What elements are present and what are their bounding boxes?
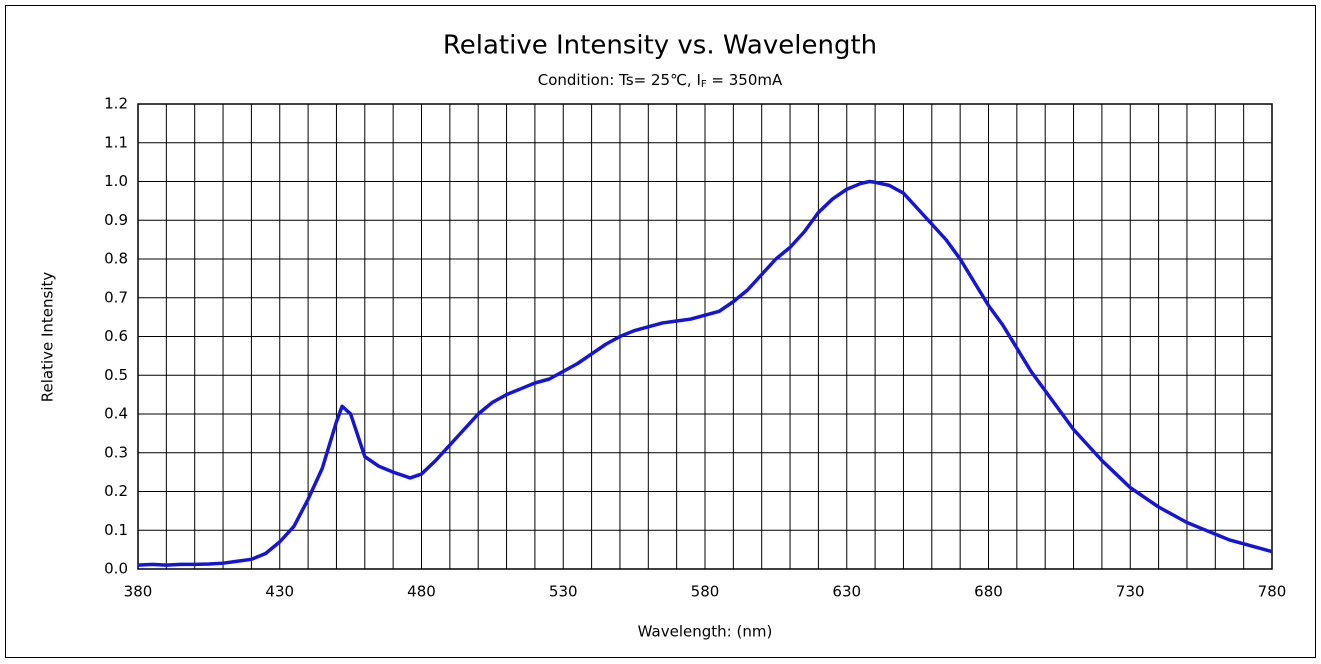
subtitle-subscript: F: [701, 79, 707, 90]
y-tick-label: 1.2: [104, 95, 128, 113]
x-tick-label: 430: [265, 583, 294, 601]
y-tick-label: 0.9: [104, 211, 128, 229]
y-tick-label: 1.0: [104, 172, 128, 190]
x-tick-label: 730: [1116, 583, 1145, 601]
frame: [5, 5, 1316, 658]
x-tick-label: 580: [691, 583, 720, 601]
x-tick-label: 380: [124, 583, 153, 601]
chart-subtitle: Condition: Ts= 25℃, IF = 350mA: [538, 71, 783, 91]
y-axis-label: Relative Intensity: [39, 272, 57, 403]
y-tick-label: 1.1: [104, 133, 128, 151]
subtitle-text: Condition: Ts= 25℃, I: [538, 71, 701, 89]
x-tick-label: 630: [832, 583, 861, 601]
y-tick-label: 0.2: [104, 482, 128, 500]
y-tick-label: 0.3: [104, 443, 128, 461]
x-tick-label: 480: [407, 583, 436, 601]
plot-border: [137, 103, 1273, 570]
y-tick-label: 0.6: [104, 327, 128, 345]
data-line: [137, 179, 1273, 567]
y-tick-label: 0.1: [104, 521, 128, 539]
y-tick-label: 0.4: [104, 405, 128, 423]
subtitle-text: = 350mA: [707, 71, 783, 89]
x-tick-label: 680: [974, 583, 1003, 601]
chart-title: Relative Intensity vs. Wavelength: [443, 31, 877, 61]
x-axis-label: Wavelength: (nm): [638, 623, 773, 641]
x-tick-label: 780: [1258, 583, 1287, 601]
y-tick-label: 0.0: [104, 560, 128, 578]
y-tick-label: 0.7: [104, 288, 128, 306]
y-tick-label: 0.8: [104, 250, 128, 268]
x-tick-label: 530: [549, 583, 578, 601]
y-tick-label: 0.5: [104, 366, 128, 384]
